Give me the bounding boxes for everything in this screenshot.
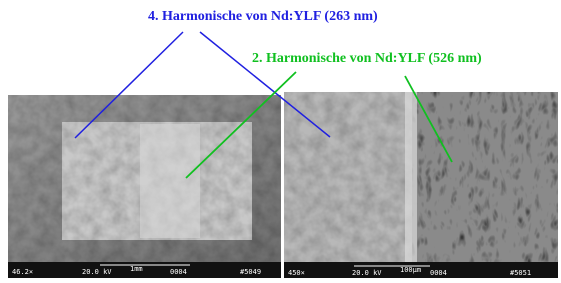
sem-image-right: 450× 20.0 kV 100µm 0004 #5051 bbox=[284, 92, 558, 278]
label-uv: 4. Harmonische von Nd:YLF (263 nm) bbox=[148, 9, 378, 24]
scale-bar: 100µm bbox=[400, 266, 421, 274]
sem-image-left: 46.2× 20.0 kV 1mm 0004 #5049 bbox=[8, 95, 281, 278]
voltage: 20.0 kV bbox=[352, 269, 382, 277]
image-id: #5051 bbox=[510, 269, 531, 277]
label-green: 2. Harmonische von Nd:YLF (526 nm) bbox=[252, 51, 482, 66]
scale-bar: 1mm bbox=[130, 265, 143, 273]
figure: 46.2× 20.0 kV 1mm 0004 #5049 450× 20.0 k… bbox=[0, 0, 561, 283]
magnification: 46.2× bbox=[12, 268, 33, 276]
magnification: 450× bbox=[288, 269, 305, 277]
voltage: 20.0 kV bbox=[82, 268, 112, 276]
image-number: 0004 bbox=[170, 268, 187, 276]
image-id: #5049 bbox=[240, 268, 261, 276]
image-number: 0004 bbox=[430, 269, 447, 277]
